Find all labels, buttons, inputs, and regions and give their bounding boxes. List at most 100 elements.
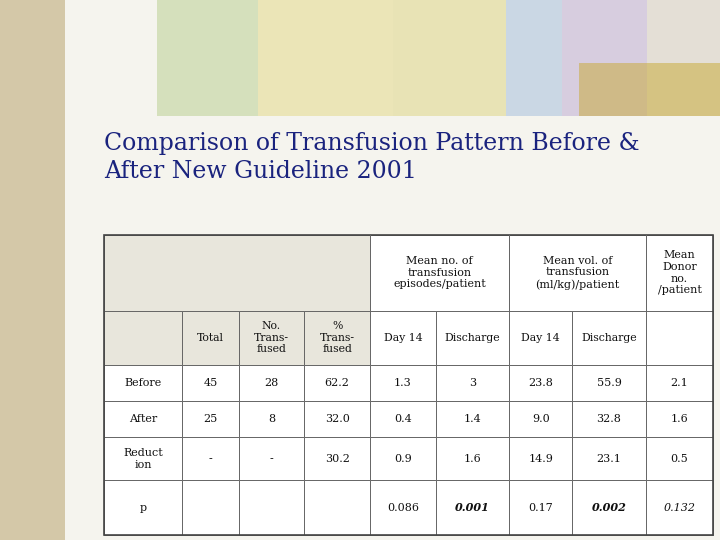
Text: Discharge: Discharge [444,333,500,343]
Bar [238,310,305,365]
Bar [579,63,720,127]
Bar [562,0,647,127]
Text: 0.9: 0.9 [394,454,412,464]
Bar [509,365,572,401]
Bar [258,0,393,127]
Bar [305,310,370,365]
Bar [305,365,370,401]
Bar [509,481,572,535]
Text: No.
Trans-
fused: No. Trans- fused [254,321,289,354]
Bar [436,437,509,481]
Bar [572,401,646,437]
Text: 0.001: 0.001 [455,502,490,513]
Bar [104,401,182,437]
Text: 0.132: 0.132 [663,503,696,512]
Text: 9.0: 9.0 [532,414,549,424]
Bar [104,310,182,365]
Text: 23.1: 23.1 [597,454,621,464]
Text: Day 14: Day 14 [384,333,422,343]
Text: After: After [129,414,158,424]
Bar [509,437,572,481]
Bar [370,235,509,310]
Text: 0.5: 0.5 [670,454,688,464]
Bar [436,310,509,365]
Bar [436,481,509,535]
Text: %
Trans-
fused: % Trans- fused [320,321,355,354]
Text: -: - [269,454,274,464]
Bar [436,365,509,401]
Text: Comparison of Transfusion Pattern Before &
After New Guideline 2001: Comparison of Transfusion Pattern Before… [104,132,639,183]
Bar [156,0,258,127]
Text: -: - [209,454,212,464]
Text: 62.2: 62.2 [325,378,350,388]
Bar [65,116,720,540]
Text: Mean vol. of
transfusion
(ml/kg)/patient: Mean vol. of transfusion (ml/kg)/patient [535,256,619,290]
Bar [646,401,714,437]
Text: 25: 25 [203,414,217,424]
Text: 14.9: 14.9 [528,454,553,464]
Bar [509,235,646,310]
Text: 1.6: 1.6 [464,454,481,464]
Bar [370,365,436,401]
Bar [370,310,436,365]
Text: Before: Before [125,378,162,388]
Text: 1.3: 1.3 [394,378,412,388]
Bar [646,365,714,401]
Text: 2.1: 2.1 [670,378,688,388]
Text: Total: Total [197,333,224,343]
Text: 0.4: 0.4 [394,414,412,424]
Bar [393,0,506,127]
Bar [305,437,370,481]
Bar [238,365,305,401]
Bar [104,235,370,310]
Bar [646,310,714,365]
Text: 8: 8 [268,414,275,424]
Bar [572,437,646,481]
Text: 30.2: 30.2 [325,454,350,464]
Bar [182,481,238,535]
Bar [182,310,238,365]
Text: Mean
Donor
no.
/patient: Mean Donor no. /patient [657,251,701,295]
Bar [305,401,370,437]
Bar [436,401,509,437]
Bar [104,437,182,481]
Bar [182,365,238,401]
Bar [646,437,714,481]
Bar [104,481,182,535]
Text: 32.0: 32.0 [325,414,350,424]
Text: 1.4: 1.4 [464,414,481,424]
Bar [238,481,305,535]
Text: 0.002: 0.002 [592,502,626,513]
Bar [104,235,714,535]
Bar [370,401,436,437]
Text: Discharge: Discharge [581,333,636,343]
Text: 32.8: 32.8 [597,414,621,424]
Text: 3: 3 [469,378,476,388]
Bar [182,437,238,481]
Text: 55.9: 55.9 [597,378,621,388]
Text: Reduct
ion: Reduct ion [123,448,163,470]
Bar [506,0,562,127]
Bar [370,437,436,481]
Bar [509,401,572,437]
Bar [238,401,305,437]
Bar [104,365,182,401]
Bar [646,481,714,535]
Bar [647,0,720,127]
Text: Mean no. of
transfusion
episodes/patient: Mean no. of transfusion episodes/patient [393,256,486,289]
Text: Day 14: Day 14 [521,333,560,343]
Text: p: p [140,503,147,512]
Bar [572,365,646,401]
Text: 23.8: 23.8 [528,378,553,388]
Bar [572,310,646,365]
Bar [509,310,572,365]
Bar [182,401,238,437]
Bar [305,481,370,535]
Text: 0.17: 0.17 [528,503,553,512]
Text: 45: 45 [203,378,217,388]
Bar [572,481,646,535]
Bar [370,481,436,535]
Text: 1.6: 1.6 [670,414,688,424]
Bar [646,235,714,310]
Bar [238,437,305,481]
